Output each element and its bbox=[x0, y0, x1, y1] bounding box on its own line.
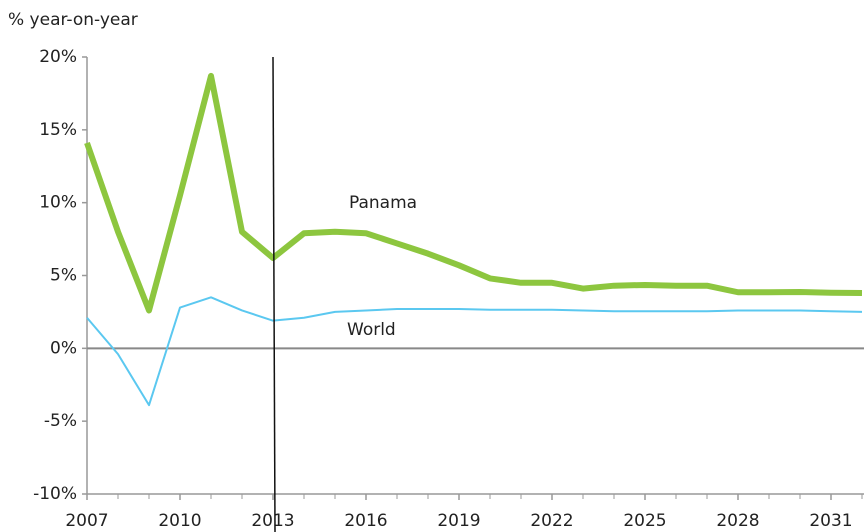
x-tick-label: 2019 bbox=[437, 511, 480, 531]
y-tick-label: -10% bbox=[33, 484, 77, 504]
series-line bbox=[86, 296, 863, 407]
series-label: Panama bbox=[349, 193, 417, 213]
x-tick-label: 2028 bbox=[716, 511, 759, 531]
series-label: World bbox=[347, 320, 396, 340]
x-tick-label: 2013 bbox=[251, 511, 294, 531]
y-tick-label: 0% bbox=[50, 338, 77, 358]
y-tick-label: -5% bbox=[44, 411, 77, 431]
x-tick-label: 2007 bbox=[65, 511, 108, 531]
y-axis-label: % year-on-year bbox=[8, 10, 138, 30]
x-tick-label: 2022 bbox=[530, 511, 573, 531]
y-tick-label: 20% bbox=[39, 47, 77, 67]
y-tick-label: 5% bbox=[50, 266, 77, 286]
y-tick-label: 15% bbox=[39, 120, 77, 140]
series-line bbox=[84, 72, 863, 314]
x-tick-label: 2016 bbox=[344, 511, 387, 531]
marker-line bbox=[272, 56, 276, 532]
y-tick-label: 10% bbox=[39, 193, 77, 213]
x-tick-label: 2031 bbox=[809, 511, 852, 531]
x-tick-label: 2025 bbox=[623, 511, 666, 531]
x-tick-label: 2010 bbox=[158, 511, 201, 531]
